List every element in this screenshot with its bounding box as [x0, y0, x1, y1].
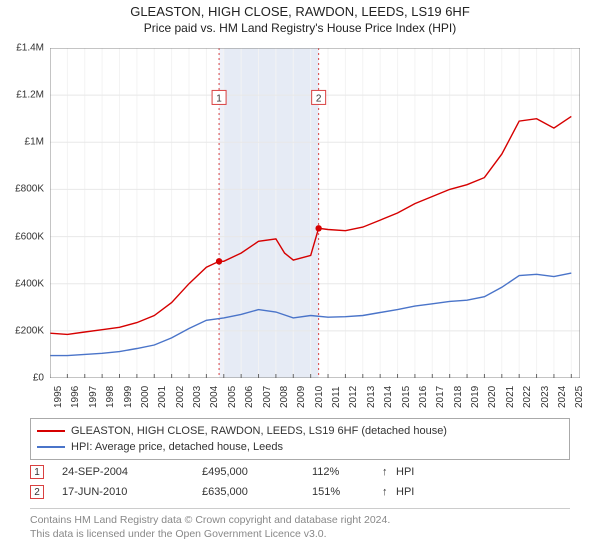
y-tick-label: £1.4M [16, 43, 44, 54]
x-tick-label: 1997 [88, 386, 99, 408]
x-tick-label: 2008 [279, 386, 290, 408]
x-tick-label: 2011 [331, 386, 342, 408]
y-tick-label: £1M [25, 137, 44, 148]
event-marker: 2 [30, 485, 44, 499]
y-tick-label: £0 [33, 373, 44, 384]
event-pct: 112% [312, 466, 382, 478]
x-tick-label: 2025 [574, 386, 585, 408]
arrow-up-icon: ↑ [382, 486, 396, 498]
y-axis-labels: £0£200K£400K£600K£800K£1M£1.2M£1.4M [0, 48, 48, 378]
y-tick-label: £400K [15, 278, 44, 289]
event-price: £635,000 [202, 486, 312, 498]
x-axis-labels: 1995 1996 1997 1998 1999 2000 2001 2002 2003 2004… [50, 380, 580, 412]
title-block: GLEASTON, HIGH CLOSE, RAWDON, LEEDS, LS1… [0, 0, 600, 35]
x-tick-label: 2014 [383, 386, 394, 408]
x-tick-label: 2022 [522, 386, 533, 408]
x-tick-label: 2013 [366, 386, 377, 408]
legend-label: GLEASTON, HIGH CLOSE, RAWDON, LEEDS, LS1… [71, 425, 447, 437]
chart-svg: 12 [50, 48, 580, 378]
legend-swatch [37, 430, 65, 432]
footer: Contains HM Land Registry data © Crown c… [30, 508, 570, 541]
x-tick-label: 2005 [227, 386, 238, 408]
chart-container: GLEASTON, HIGH CLOSE, RAWDON, LEEDS, LS1… [0, 0, 600, 560]
x-tick-label: 2007 [262, 386, 273, 408]
event-date: 17-JUN-2010 [62, 486, 202, 498]
x-tick-label: 2002 [175, 386, 186, 408]
x-tick-label: 2012 [348, 386, 359, 408]
legend-item: HPI: Average price, detached house, Leed… [37, 439, 563, 455]
event-pct: 151% [312, 486, 382, 498]
footer-line-1: Contains HM Land Registry data © Crown c… [30, 513, 570, 527]
event-date: 24-SEP-2004 [62, 466, 202, 478]
x-tick-label: 2024 [557, 386, 568, 408]
event-suffix: HPI [396, 486, 414, 498]
events-table: 1 24-SEP-2004£495,000112%↑HPI 2 17-JUN-2010… [30, 462, 570, 502]
x-tick-label: 2001 [157, 386, 168, 408]
x-tick-label: 2009 [296, 386, 307, 408]
x-tick-label: 2020 [487, 386, 498, 408]
legend: GLEASTON, HIGH CLOSE, RAWDON, LEEDS, LS1… [30, 418, 570, 460]
x-tick-label: 2006 [244, 386, 255, 408]
x-tick-label: 2016 [418, 386, 429, 408]
x-tick-label: 1996 [70, 386, 81, 408]
chart-plot-area: 12 [50, 48, 580, 378]
x-tick-label: 2015 [401, 386, 412, 408]
x-tick-label: 2023 [540, 386, 551, 408]
event-price: £495,000 [202, 466, 312, 478]
chart-title: GLEASTON, HIGH CLOSE, RAWDON, LEEDS, LS1… [0, 4, 600, 19]
event-suffix: HPI [396, 466, 414, 478]
y-tick-label: £800K [15, 184, 44, 195]
x-tick-label: 2019 [470, 386, 481, 408]
legend-label: HPI: Average price, detached house, Leed… [71, 441, 283, 453]
y-tick-label: £600K [15, 231, 44, 242]
x-tick-label: 1995 [53, 386, 64, 408]
svg-text:2: 2 [316, 93, 322, 104]
svg-text:1: 1 [216, 93, 222, 104]
x-tick-label: 2018 [453, 386, 464, 408]
x-tick-label: 2017 [435, 386, 446, 408]
event-row: 1 24-SEP-2004£495,000112%↑HPI [30, 462, 570, 482]
x-tick-label: 2003 [192, 386, 203, 408]
y-tick-label: £200K [15, 325, 44, 336]
x-tick-label: 2021 [505, 386, 516, 408]
x-tick-label: 1998 [105, 386, 116, 408]
event-marker: 1 [30, 465, 44, 479]
x-tick-label: 2004 [209, 386, 220, 408]
x-tick-label: 1999 [123, 386, 134, 408]
event-row: 2 17-JUN-2010£635,000151%↑HPI [30, 482, 570, 502]
y-tick-label: £1.2M [16, 90, 44, 101]
legend-item: GLEASTON, HIGH CLOSE, RAWDON, LEEDS, LS1… [37, 423, 563, 439]
footer-line-2: This data is licensed under the Open Gov… [30, 527, 570, 541]
legend-swatch [37, 446, 65, 448]
x-tick-label: 2010 [314, 386, 325, 408]
arrow-up-icon: ↑ [382, 466, 396, 478]
x-tick-label: 2000 [140, 386, 151, 408]
chart-subtitle: Price paid vs. HM Land Registry's House … [0, 19, 600, 35]
